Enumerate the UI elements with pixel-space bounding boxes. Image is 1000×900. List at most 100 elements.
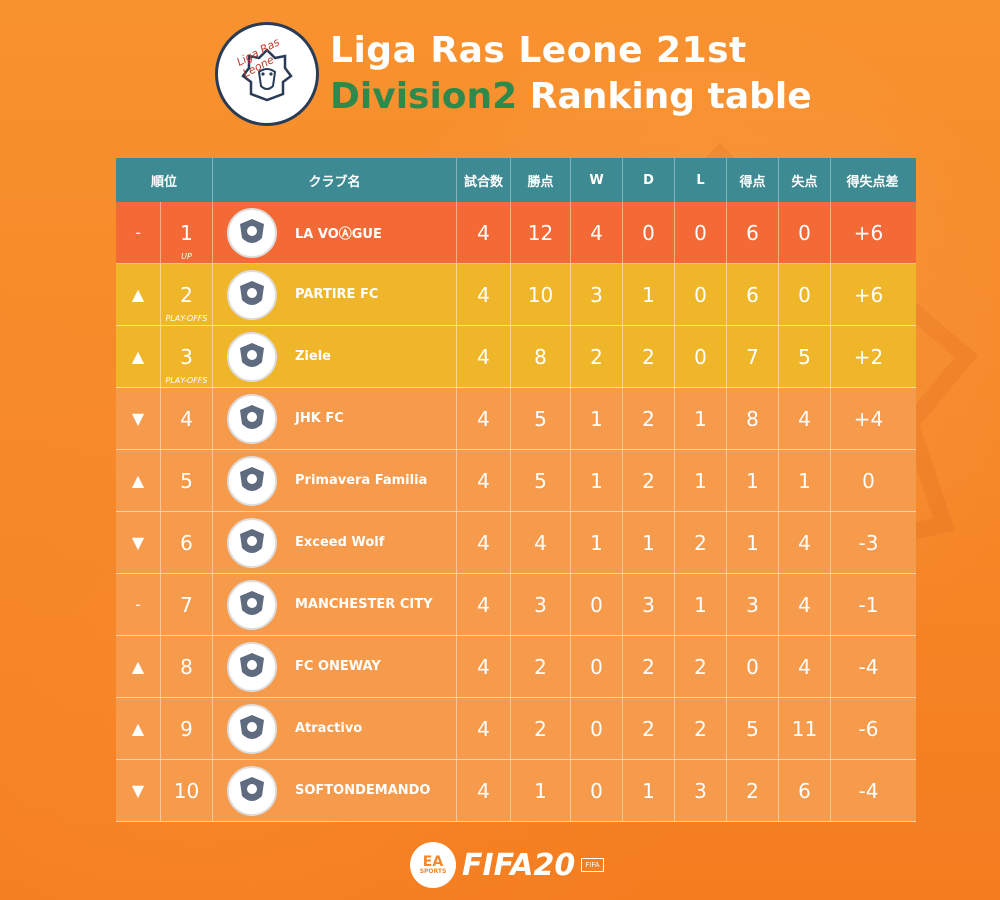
draws-cell: 3 bbox=[623, 574, 675, 635]
club-name: JHK FC bbox=[295, 411, 344, 426]
rank-value: 6 bbox=[180, 530, 193, 555]
club-cell: FC ONEWAY bbox=[213, 636, 457, 697]
primavera-crest-icon bbox=[227, 455, 277, 506]
goals-for-cell: 5 bbox=[727, 698, 779, 759]
goal-diff-cell: -4 bbox=[858, 654, 879, 679]
table-row: -1 UP LA VOⒶGUE 4 12 4 0 0 6 0 +6 bbox=[116, 202, 916, 264]
goals-against-cell: 11 bbox=[779, 698, 831, 759]
wins-cell: 0 bbox=[571, 698, 623, 759]
club-name: Atractivo bbox=[295, 721, 363, 736]
rank-note: PLAY-OFFS bbox=[165, 314, 208, 323]
goals-against-cell: 6 bbox=[779, 760, 831, 821]
goals-against-cell: 4 bbox=[779, 574, 831, 635]
fifa-badge: FIFA bbox=[581, 858, 604, 872]
club-cell: Primavera Familia bbox=[213, 450, 457, 511]
rank-value: 7 bbox=[180, 592, 193, 617]
goals-for-cell: 6 bbox=[727, 202, 779, 263]
movement-indicator: - bbox=[116, 574, 161, 635]
wins-cell: 1 bbox=[571, 450, 623, 511]
played-cell: 4 bbox=[457, 388, 511, 449]
header-draws: D bbox=[623, 158, 675, 202]
played-cell: 4 bbox=[457, 264, 511, 325]
rank-note: UP bbox=[181, 252, 192, 261]
goal-diff-cell: +6 bbox=[853, 282, 884, 307]
club-name: LA VOⒶGUE bbox=[295, 227, 382, 242]
goal-diff-cell: -4 bbox=[858, 778, 879, 803]
points-cell: 5 bbox=[511, 388, 571, 449]
table-row: ▲ 8 FC ONEWAY 4 2 0 2 2 0 4 -4 bbox=[116, 636, 916, 698]
played-cell: 4 bbox=[457, 760, 511, 821]
header-rank: 順位 bbox=[116, 158, 213, 202]
club-name: FC ONEWAY bbox=[295, 659, 381, 674]
played-cell: 4 bbox=[457, 512, 511, 573]
movement-indicator: - bbox=[116, 202, 161, 263]
club-name: SOFTONDEMANDO bbox=[295, 783, 431, 798]
losses-cell: 0 bbox=[675, 202, 727, 263]
losses-cell: 1 bbox=[675, 450, 727, 511]
movement-indicator: ▼ bbox=[116, 388, 161, 449]
club-name: Exceed Wolf bbox=[295, 535, 385, 550]
played-cell: 4 bbox=[457, 698, 511, 759]
header-losses: L bbox=[675, 158, 727, 202]
rank-cell: 9 bbox=[161, 698, 213, 759]
lavogue-crest-icon bbox=[227, 207, 277, 258]
table-row: ▲ 5 Primavera Familia 4 5 1 2 1 1 1 0 bbox=[116, 450, 916, 512]
points-cell: 1 bbox=[511, 760, 571, 821]
goal-diff-cell: +2 bbox=[853, 344, 884, 369]
points-cell: 4 bbox=[511, 512, 571, 573]
wins-cell: 1 bbox=[571, 512, 623, 573]
rank-value: 2 bbox=[180, 282, 193, 307]
header: Liga Ras Leone Liga Ras Leone 21st Divis… bbox=[215, 22, 835, 132]
movement-indicator: ▲ bbox=[116, 636, 161, 697]
wins-cell: 2 bbox=[571, 326, 623, 387]
points-cell: 3 bbox=[511, 574, 571, 635]
goal-diff-cell: +4 bbox=[853, 406, 884, 431]
fifa-text: FIFA20 bbox=[462, 847, 576, 883]
exceedwolf-crest-icon bbox=[227, 517, 277, 568]
draws-cell: 1 bbox=[623, 264, 675, 325]
goals-against-cell: 4 bbox=[779, 512, 831, 573]
header-club: クラブ名 bbox=[213, 158, 457, 202]
lion-icon bbox=[241, 48, 293, 102]
rank-value: 4 bbox=[180, 406, 193, 431]
club-cell: Exceed Wolf bbox=[213, 512, 457, 573]
movement-indicator: ▲ bbox=[116, 264, 161, 325]
played-cell: 4 bbox=[457, 326, 511, 387]
goal-diff-cell: -3 bbox=[858, 530, 879, 555]
draws-cell: 2 bbox=[623, 326, 675, 387]
page-subtitle: Division2 Ranking table bbox=[330, 76, 812, 117]
ranking-table: 順位 クラブ名 試合数 勝点 W D L 得点 失点 得失点差 -1 UP LA V… bbox=[116, 158, 916, 822]
table-row: ▼ 6 Exceed Wolf 4 4 1 1 2 1 4 -3 bbox=[116, 512, 916, 574]
softondemando-crest-icon bbox=[227, 765, 277, 816]
rank-value: 5 bbox=[180, 468, 193, 493]
points-cell: 12 bbox=[511, 202, 571, 263]
club-cell: LA VOⒶGUE bbox=[213, 202, 457, 263]
page-title: Liga Ras Leone 21st bbox=[330, 30, 747, 71]
points-cell: 5 bbox=[511, 450, 571, 511]
rank-cell: 8 bbox=[161, 636, 213, 697]
points-cell: 2 bbox=[511, 636, 571, 697]
wins-cell: 0 bbox=[571, 636, 623, 697]
rank-cell: 5 bbox=[161, 450, 213, 511]
rank-value: 9 bbox=[180, 716, 193, 741]
table-row: ▼ 4 JHK FC 4 5 1 2 1 8 4 +4 bbox=[116, 388, 916, 450]
losses-cell: 1 bbox=[675, 388, 727, 449]
draws-cell: 0 bbox=[623, 202, 675, 263]
goals-against-cell: 0 bbox=[779, 264, 831, 325]
club-cell: SOFTONDEMANDO bbox=[213, 760, 457, 821]
rank-value: 10 bbox=[173, 778, 200, 803]
division-label: Division2 bbox=[330, 76, 518, 117]
header-wins: W bbox=[571, 158, 623, 202]
header-played: 試合数 bbox=[457, 158, 511, 202]
table-row: -7 MANCHESTER CITY 4 3 0 3 1 3 4 -1 bbox=[116, 574, 916, 636]
table-row: ▲ 2 PLAY-OFFS PARTIRE FC 4 10 3 1 0 6 0 +6 bbox=[116, 264, 916, 326]
rank-cell: 1 UP bbox=[161, 202, 213, 263]
losses-cell: 2 bbox=[675, 636, 727, 697]
table-row: ▲ 9 Atractivo 4 2 0 2 2 5 11 -6 bbox=[116, 698, 916, 760]
goal-diff-cell: -1 bbox=[858, 592, 879, 617]
movement-indicator: ▲ bbox=[116, 698, 161, 759]
played-cell: 4 bbox=[457, 574, 511, 635]
league-logo: Liga Ras Leone bbox=[215, 22, 319, 126]
points-cell: 2 bbox=[511, 698, 571, 759]
subtitle-rest: Ranking table bbox=[517, 76, 812, 117]
